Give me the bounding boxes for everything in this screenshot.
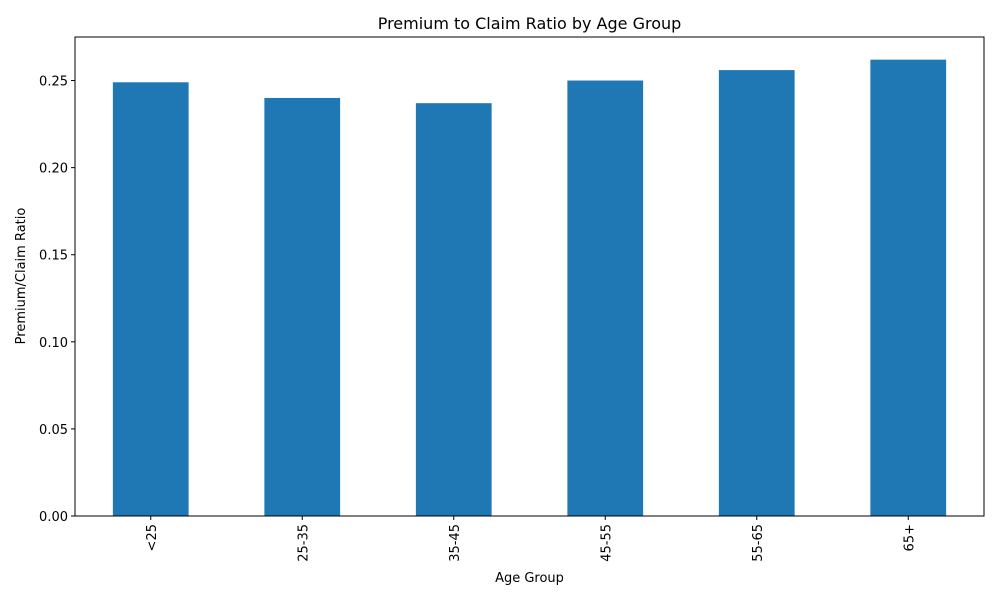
x-axis-label: Age Group — [495, 571, 564, 586]
x-tick-label: 35-45 — [448, 524, 463, 562]
y-tick-label: 0.10 — [39, 336, 68, 351]
x-tick-label: <25 — [145, 524, 160, 551]
y-axis-label: Premium/Claim Ratio — [14, 208, 29, 345]
x-tick-label: 25-35 — [296, 524, 311, 562]
y-tick-label: 0.15 — [39, 249, 68, 264]
bar-4 — [719, 70, 795, 516]
bar-0 — [113, 82, 189, 516]
y-tick-label: 0.20 — [39, 162, 68, 177]
y-tick-label: 0.05 — [39, 423, 68, 438]
bar-3 — [567, 81, 643, 516]
bar-1 — [264, 98, 340, 516]
x-tick-label: 65+ — [902, 524, 917, 551]
x-tick-label: 55-65 — [751, 524, 766, 562]
chart-title: Premium to Claim Ratio by Age Group — [378, 14, 682, 33]
bar-5 — [870, 60, 946, 516]
bar-2 — [416, 103, 492, 516]
y-tick-label: 0.00 — [39, 510, 68, 525]
y-tick-label: 0.25 — [39, 75, 68, 90]
x-tick-label: 45-55 — [599, 524, 614, 562]
